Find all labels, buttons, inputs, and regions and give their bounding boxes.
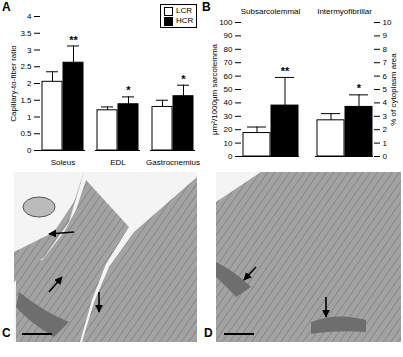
svg-text:**: ** xyxy=(69,34,78,46)
svg-text:8: 8 xyxy=(383,45,388,54)
svg-text:3: 3 xyxy=(383,112,388,121)
svg-text:0.5: 0.5 xyxy=(20,129,32,138)
svg-text:μm²/1000μm sarcolemma: μm²/1000μm sarcolemma xyxy=(210,43,219,135)
svg-text:*: * xyxy=(181,73,186,85)
svg-text:7: 7 xyxy=(383,58,388,67)
svg-text:EDL: EDL xyxy=(110,158,126,167)
svg-text:2: 2 xyxy=(27,79,32,88)
svg-text:2.5: 2.5 xyxy=(20,62,32,71)
html-text:LCR: LCR xyxy=(176,6,192,15)
html-text:C: C xyxy=(2,326,11,340)
html-text:B: B xyxy=(202,0,211,14)
svg-text:3.5: 3.5 xyxy=(20,29,32,38)
html-text:D: D xyxy=(204,326,213,340)
svg-text:6: 6 xyxy=(383,72,388,81)
svg-text:1.5: 1.5 xyxy=(20,96,32,105)
svg-text:80: 80 xyxy=(224,45,233,54)
svg-text:9: 9 xyxy=(383,31,388,40)
svg-text:20: 20 xyxy=(224,125,233,134)
svg-text:10: 10 xyxy=(224,139,233,148)
svg-text:3: 3 xyxy=(27,46,32,55)
svg-text:50: 50 xyxy=(224,85,233,94)
svg-text:100: 100 xyxy=(219,18,233,27)
svg-text:Intermyofibrillar: Intermyofibrillar xyxy=(317,7,372,16)
svg-text:40: 40 xyxy=(224,98,233,107)
svg-text:**: ** xyxy=(281,65,290,77)
svg-text:4: 4 xyxy=(27,12,32,21)
svg-text:1: 1 xyxy=(383,139,388,148)
svg-text:4: 4 xyxy=(383,98,388,107)
svg-text:Gastrocnemius: Gastrocnemius xyxy=(146,158,200,167)
svg-text:0: 0 xyxy=(383,152,388,161)
svg-text:Subsarcolemmal: Subsarcolemmal xyxy=(241,7,301,16)
svg-text:30: 30 xyxy=(224,112,233,121)
svg-text:*: * xyxy=(126,84,131,96)
svg-text:Soleus: Soleus xyxy=(51,158,75,167)
html-text:HCR: HCR xyxy=(176,16,194,25)
svg-text:1: 1 xyxy=(27,113,32,122)
svg-text:60: 60 xyxy=(224,72,233,81)
svg-text:70: 70 xyxy=(224,58,233,67)
svg-text:0: 0 xyxy=(228,152,233,161)
svg-text:% of cytoplasm area: % of cytoplasm area xyxy=(389,53,398,126)
svg-text:*: * xyxy=(357,82,362,94)
svg-text:5: 5 xyxy=(383,85,388,94)
svg-text:2: 2 xyxy=(383,125,388,134)
svg-text:Capillary-to-fiber ratio: Capillary-to-fiber ratio xyxy=(9,45,18,122)
html-text:A: A xyxy=(2,0,11,14)
svg-text:0: 0 xyxy=(27,146,32,155)
svg-text:10: 10 xyxy=(383,18,392,27)
svg-text:90: 90 xyxy=(224,31,233,40)
